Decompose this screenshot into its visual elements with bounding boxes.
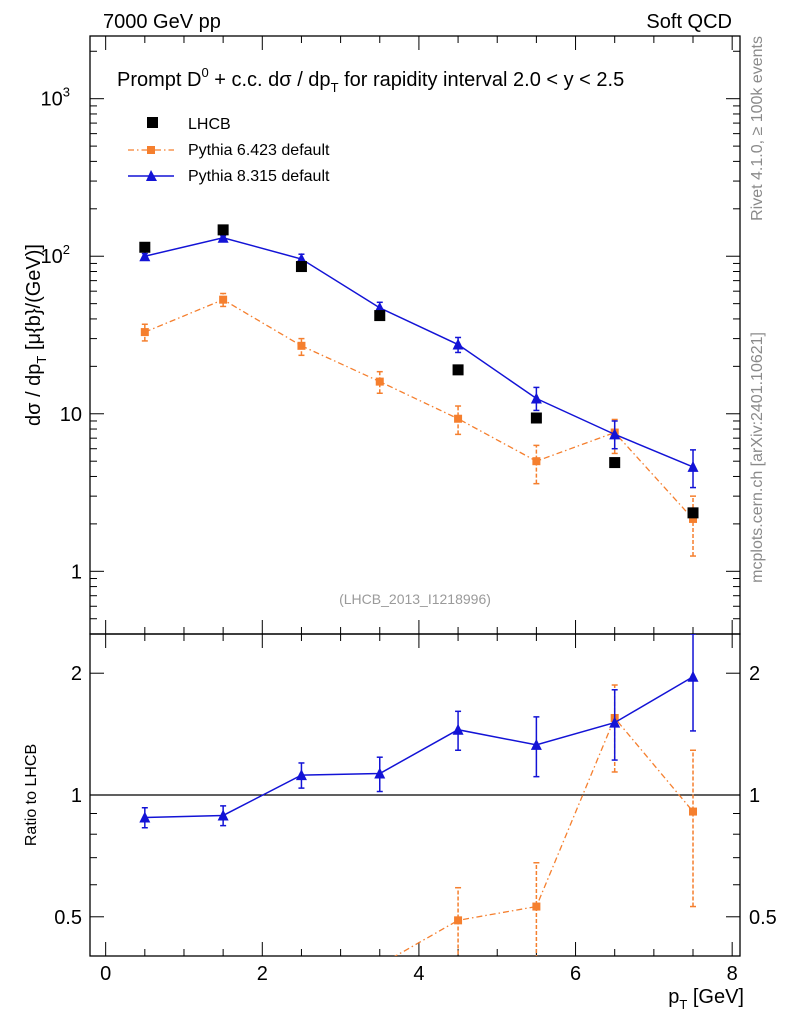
main-point-pythia-6-423-default <box>454 414 463 423</box>
main-point-pythia-6-423-default <box>532 457 541 466</box>
chart-content: 0 2 4 6 8 1 10 102 103 0.5 0.5 1 1 2 2 <box>41 35 777 1017</box>
main-line-pythia-8-315-default <box>144 236 694 468</box>
main-point-pythia-8-315-default <box>452 338 464 350</box>
mcplots-label: mcplots.cern.ch [arXiv:2401.10621] <box>749 332 766 583</box>
main-point-pythia-6-423-default <box>689 514 698 523</box>
legend-marker-lhcb <box>147 117 158 128</box>
ratio-point-pythia-8-315-default <box>217 809 229 821</box>
ratio-y-axis-label: Ratio to LHCB <box>23 744 40 846</box>
ratio-series-group <box>139 634 699 1017</box>
x-tick-label: 2 <box>257 963 268 985</box>
ratio-y-tick-label: 0.5 <box>54 907 82 929</box>
ratio-line-pythia-8-315-default <box>144 676 694 819</box>
main-point-lhcb <box>217 224 229 236</box>
ratio-point-pythia-6-423-default <box>689 807 698 816</box>
main-point-lhcb <box>530 412 542 424</box>
x-tick-label: 4 <box>413 963 424 985</box>
ratio-point-pythia-6-423-default <box>376 961 384 969</box>
ratio-point-pythia-6-423-default <box>454 916 463 925</box>
ratio-point-pythia-8-315-default <box>609 716 621 728</box>
x-axis-label: pT [GeV] <box>668 986 744 1012</box>
reference-label: (LHCB_2013_I1218996) <box>339 591 491 607</box>
main-series-group <box>139 224 699 557</box>
main-line-pythia-6-423-default <box>144 298 694 520</box>
ratio-line-pythia-6-423-default <box>394 716 694 956</box>
ratio-y-tick-label-right: 0.5 <box>749 907 777 929</box>
main-point-pythia-8-315-default <box>217 231 229 243</box>
main-point-pythia-8-315-default <box>687 460 699 472</box>
ratio-point-pythia-6-423-default <box>297 997 305 1005</box>
main-point-lhcb <box>609 457 621 469</box>
main-point-lhcb <box>374 310 386 322</box>
ratio-y-tick-label: 1 <box>71 785 82 807</box>
main-point-lhcb <box>295 261 307 273</box>
main-point-pythia-6-423-default <box>219 295 228 304</box>
rivet-version-label: Rivet 4.1.0, ≥ 100k events <box>749 36 766 221</box>
ratio-y-tick-label-right: 2 <box>749 663 760 685</box>
legend-label-pythia6: Pythia 6.423 default <box>188 142 330 159</box>
main-y-tick-label: 102 <box>41 242 70 268</box>
ratio-point-pythia-6-423-default <box>532 902 541 911</box>
main-point-lhcb <box>139 241 151 253</box>
x-tick-label: 8 <box>727 963 738 985</box>
ratio-point-pythia-8-315-default <box>295 769 307 781</box>
legend-marker-pythia8 <box>146 170 157 181</box>
main-point-pythia-8-315-default <box>530 392 542 404</box>
main-y-tick-label: 1 <box>71 561 82 583</box>
legend-label-pythia8: Pythia 8.315 default <box>188 168 330 185</box>
ratio-y-tick-label-right: 1 <box>749 785 760 807</box>
ratio-point-pythia-8-315-default <box>452 723 464 735</box>
main-y-tick-label: 10 <box>60 404 82 426</box>
main-y-tick-label: 103 <box>41 85 70 111</box>
header-left: 7000 GeV pp <box>103 11 221 33</box>
ratio-y-tick-label: 2 <box>71 663 82 685</box>
main-point-pythia-6-423-default <box>140 328 149 337</box>
main-point-pythia-8-315-default <box>139 250 151 262</box>
legend-label-lhcb: LHCB <box>188 116 231 133</box>
x-tick-label: 6 <box>570 963 581 985</box>
x-tick-label: 0 <box>100 963 111 985</box>
main-point-pythia-8-315-default <box>609 428 621 440</box>
ratio-point-pythia-8-315-default <box>374 767 386 779</box>
header-right: Soft QCD <box>646 11 732 33</box>
ratio-point-pythia-8-315-default <box>139 811 151 823</box>
plot-title: Prompt D0 + c.c. dσ / dpT for rapidity i… <box>117 65 624 95</box>
main-point-pythia-6-423-default <box>375 377 384 386</box>
ratio-point-pythia-8-315-default <box>687 670 699 682</box>
legend: LHCB Pythia 6.423 default Pythia 8.315 d… <box>128 116 330 185</box>
ratio-point-pythia-6-423-default <box>141 1009 149 1017</box>
ratio-point-pythia-6-423-default <box>219 971 227 979</box>
main-point-pythia-6-423-default <box>297 341 306 350</box>
main-y-axis-label: dσ / dpT [μ{b}/(GeV)] <box>23 244 49 426</box>
main-point-lhcb <box>687 507 699 519</box>
legend-marker-pythia6 <box>147 146 155 154</box>
ratio-point-pythia-8-315-default <box>530 738 542 750</box>
main-point-lhcb <box>452 364 464 376</box>
